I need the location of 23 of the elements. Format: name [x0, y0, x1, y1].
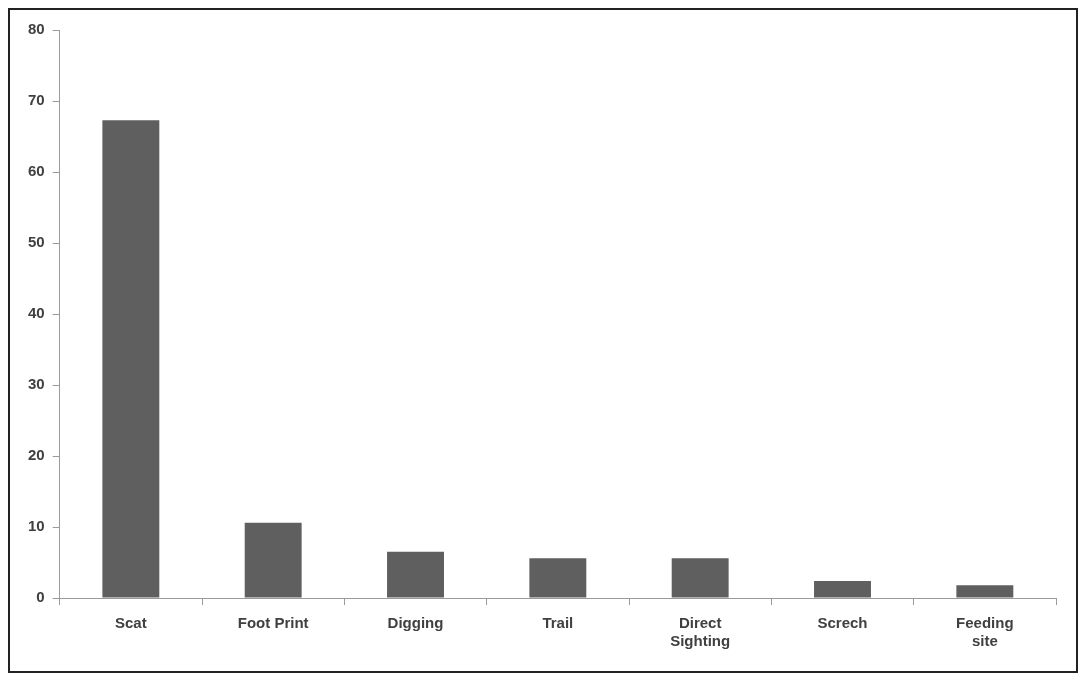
y-tick-label: 40 [28, 304, 45, 322]
y-tick-label: 80 [28, 20, 45, 38]
bar [956, 585, 1014, 598]
y-tick-label: 60 [28, 162, 45, 180]
y-tick-label: 20 [28, 446, 45, 464]
y-tick-label: 50 [28, 233, 45, 251]
x-tick-label: Trail [542, 614, 574, 632]
y-tick-label: 30 [28, 375, 45, 393]
x-tick-label: Scat [115, 614, 147, 632]
bar [244, 522, 302, 598]
bar [387, 551, 444, 598]
x-tick-label: Foot Print [237, 614, 309, 632]
bar [814, 580, 871, 598]
bar [102, 120, 160, 598]
x-tick-label: Screch [817, 614, 868, 632]
x-tick-label: Feeding site [956, 614, 1014, 650]
x-tick-label: Digging [387, 614, 444, 632]
bar [671, 558, 729, 598]
y-tick-label: 0 [36, 588, 45, 606]
y-tick-label: 70 [28, 91, 45, 109]
bar [529, 558, 587, 598]
x-tick-label: Direct Sighting [670, 614, 731, 650]
y-tick-label: 10 [28, 517, 45, 535]
